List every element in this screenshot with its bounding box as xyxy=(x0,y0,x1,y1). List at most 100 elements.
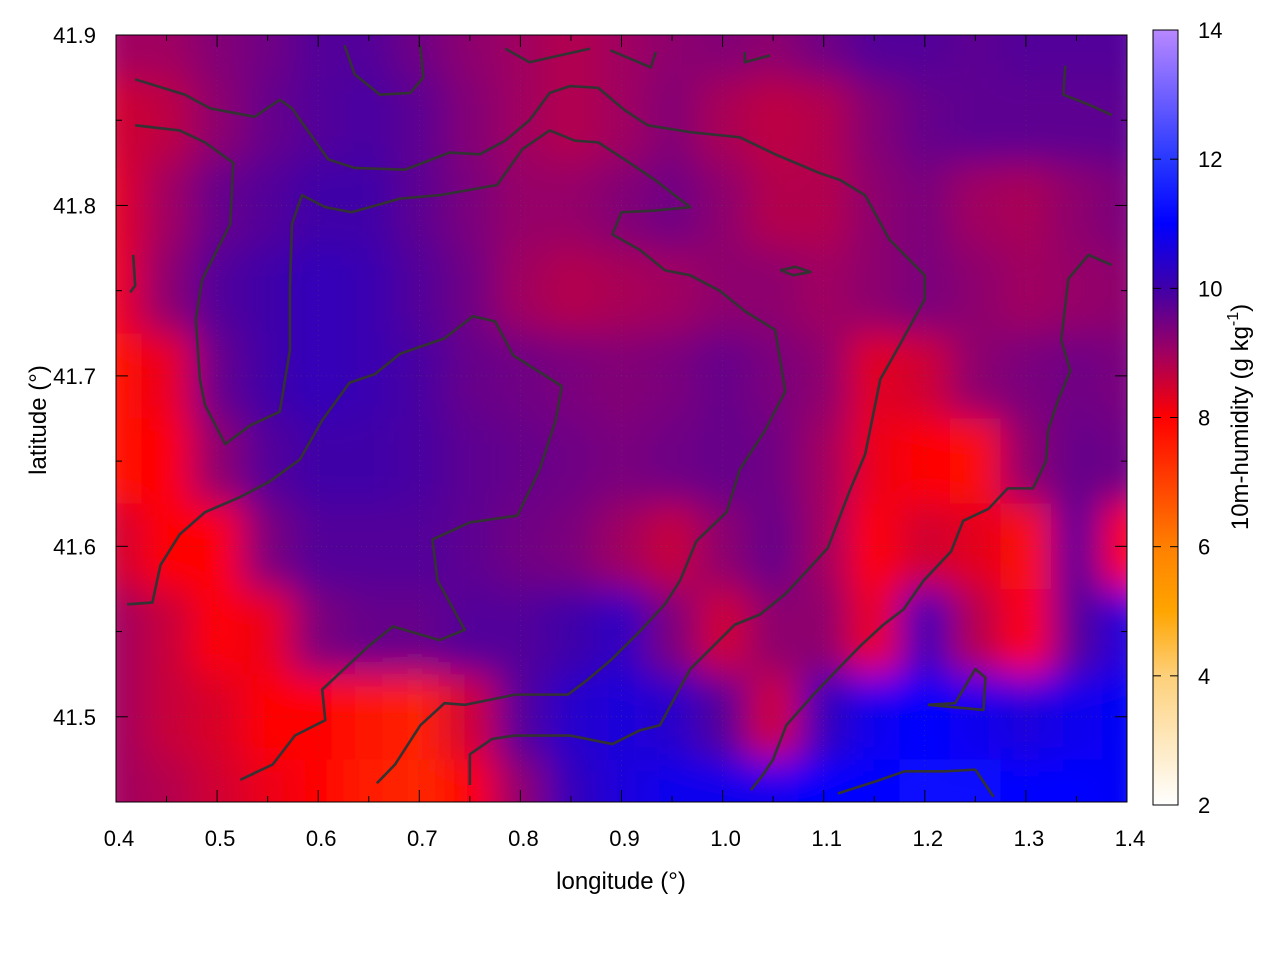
contour-line xyxy=(504,47,591,64)
heatmap-cell xyxy=(545,418,597,505)
contour-line xyxy=(129,254,137,294)
x-tick-label: 0.9 xyxy=(609,826,640,851)
heatmap-cell xyxy=(242,674,294,760)
colorbar-tick-label: 4 xyxy=(1198,664,1210,689)
colorbar-ticks: 2 4 6 8 10 12 14 xyxy=(1153,18,1222,818)
contour-line xyxy=(927,667,987,712)
heatmap-cell xyxy=(899,674,951,760)
x-tick-label: 0.7 xyxy=(407,826,438,851)
heatmap-cell xyxy=(899,333,951,419)
heatmap-cell xyxy=(242,248,294,334)
heatmap-cell xyxy=(545,248,597,334)
heatmap-cell xyxy=(116,759,142,802)
y-axis-label: latitude (°) xyxy=(25,365,52,475)
x-axis-label: longitude (°) xyxy=(556,868,686,895)
x-tick-label: 1.4 xyxy=(1115,826,1146,851)
y-tick-label: 41.7 xyxy=(53,364,96,389)
heatmap-cell xyxy=(950,162,1002,249)
heatmap-cell xyxy=(950,333,1002,419)
colorbar-label-sup: -1 xyxy=(1225,312,1242,326)
heatmap-cell xyxy=(242,503,294,590)
heatmap-cell xyxy=(848,248,901,334)
x-tick-label: 1.2 xyxy=(913,826,944,851)
y-tick-label: 41.5 xyxy=(53,705,96,730)
heatmap-cell xyxy=(950,418,1002,505)
heatmap-cell xyxy=(1051,418,1103,505)
x-tick-label: 0.4 xyxy=(104,826,135,851)
colorbar-tick-label: 2 xyxy=(1198,793,1210,818)
heatmap-cell xyxy=(343,77,395,164)
heatmap-cell xyxy=(848,77,901,164)
heatmap-cell xyxy=(444,503,496,590)
heatmap-cell xyxy=(646,674,698,760)
y-tick-label: 41.6 xyxy=(53,534,96,559)
heatmap-cell xyxy=(950,77,1002,164)
heatmap-cell xyxy=(444,418,496,505)
heatmap-cell xyxy=(1051,759,1103,802)
heatmap-cell xyxy=(697,418,749,505)
heatmap-cell xyxy=(646,588,698,675)
heatmap-cell xyxy=(646,77,698,164)
heatmap-cell xyxy=(141,759,193,802)
heatmap-cell xyxy=(1051,248,1103,334)
heatmap-cell xyxy=(1051,35,1103,79)
heatmap-cell xyxy=(343,418,395,505)
heatmap-cell xyxy=(950,588,1002,675)
heatmap-cell xyxy=(747,759,799,802)
heatmap-cell xyxy=(495,588,547,675)
heatmap-cell xyxy=(444,35,496,79)
heatmap-cell xyxy=(950,674,1002,760)
heatmap-cell xyxy=(191,418,243,505)
x-tick-label: 1.3 xyxy=(1014,826,1045,851)
heatmap-cells xyxy=(116,35,1127,802)
heatmap-cell xyxy=(899,588,951,675)
heatmap-cell xyxy=(848,418,901,505)
heatmap-cell xyxy=(141,77,193,164)
x-tick-label: 1.1 xyxy=(811,826,842,851)
heatmap-cell xyxy=(495,418,547,505)
heatmap-cell xyxy=(191,588,243,675)
contour-line xyxy=(749,253,1113,791)
colorbar-label: 10m-humidity (g kg-1) xyxy=(1225,304,1254,530)
heatmap-cell xyxy=(343,35,395,79)
heatmap-cell xyxy=(646,418,698,505)
heatmap-cell xyxy=(646,333,698,419)
heatmap-cell xyxy=(798,418,850,505)
heatmap-cell xyxy=(343,248,395,334)
heatmap-cell xyxy=(191,674,243,760)
contour-line xyxy=(609,49,658,69)
heatmap-cell xyxy=(1000,418,1052,505)
contour-line xyxy=(343,44,425,96)
heatmap-cell xyxy=(116,35,142,79)
contour-line xyxy=(743,52,771,64)
heatmap-cell xyxy=(545,588,597,675)
heatmap-cell xyxy=(495,674,547,760)
heatmap-cell xyxy=(950,248,1002,334)
y-tick-labels: 41.5 41.6 41.7 41.8 41.9 xyxy=(53,23,96,730)
heatmap-cell xyxy=(697,588,749,675)
colorbar-label-end: ) xyxy=(1227,304,1254,312)
heatmap-cell xyxy=(292,418,344,505)
heatmap-cell xyxy=(950,35,1002,79)
heatmap-cell xyxy=(1101,759,1127,802)
x-tick-label: 0.5 xyxy=(205,826,236,851)
contour-line xyxy=(837,768,995,798)
heatmap-cell xyxy=(292,588,344,675)
heatmap-cell xyxy=(444,333,496,419)
heatmap-cell xyxy=(495,333,547,419)
heatmap-cell xyxy=(394,588,446,675)
contour-line xyxy=(1062,65,1113,117)
contour-line xyxy=(134,78,927,785)
heatmap-cell xyxy=(141,418,193,505)
heatmap-cell xyxy=(343,759,395,802)
heatmap-cell xyxy=(899,503,951,590)
heatmap-cell xyxy=(242,77,294,164)
heatmap-cell xyxy=(899,418,951,505)
heatmap-cell xyxy=(747,35,799,79)
heatmap-cell xyxy=(747,588,799,675)
heatmap-cell xyxy=(1101,35,1127,79)
colorbar-label-main: 10m-humidity (g kg xyxy=(1227,326,1254,530)
heatmap-cell xyxy=(444,588,496,675)
x-tick-label: 1.0 xyxy=(710,826,741,851)
